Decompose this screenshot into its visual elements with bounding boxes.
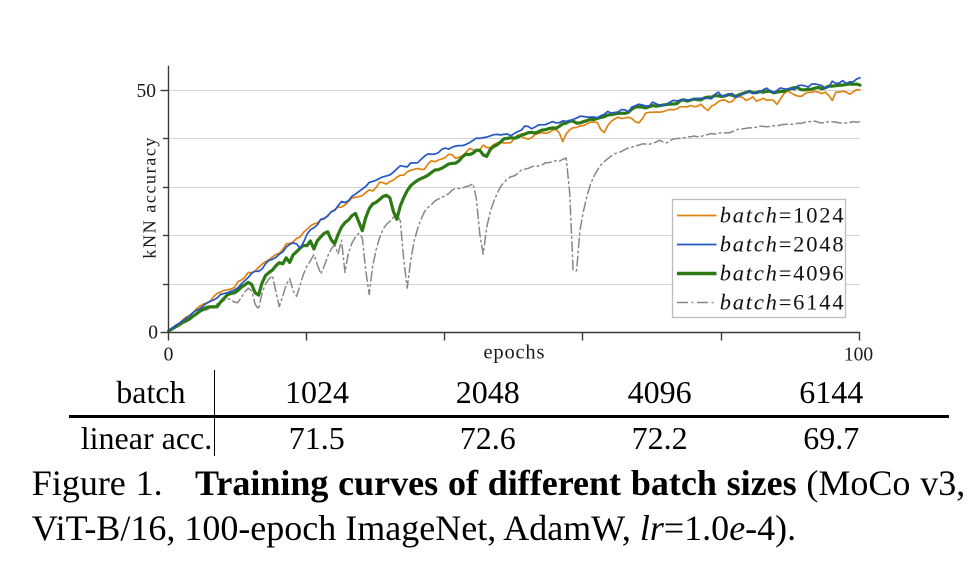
svg-text:batch=1024: batch=1024 — [720, 203, 846, 228]
svg-text:batch=6144: batch=6144 — [720, 290, 846, 315]
svg-text:epochs: epochs — [484, 341, 546, 363]
svg-text:batch=2048: batch=2048 — [720, 232, 846, 257]
svg-text:50: 50 — [137, 81, 157, 102]
svg-text:100: 100 — [844, 345, 873, 366]
svg-text:0: 0 — [164, 345, 174, 366]
svg-text:0: 0 — [148, 323, 158, 344]
svg-text:batch=4096: batch=4096 — [720, 261, 846, 286]
svg-text:kNN accuracy: kNN accuracy — [140, 136, 160, 259]
